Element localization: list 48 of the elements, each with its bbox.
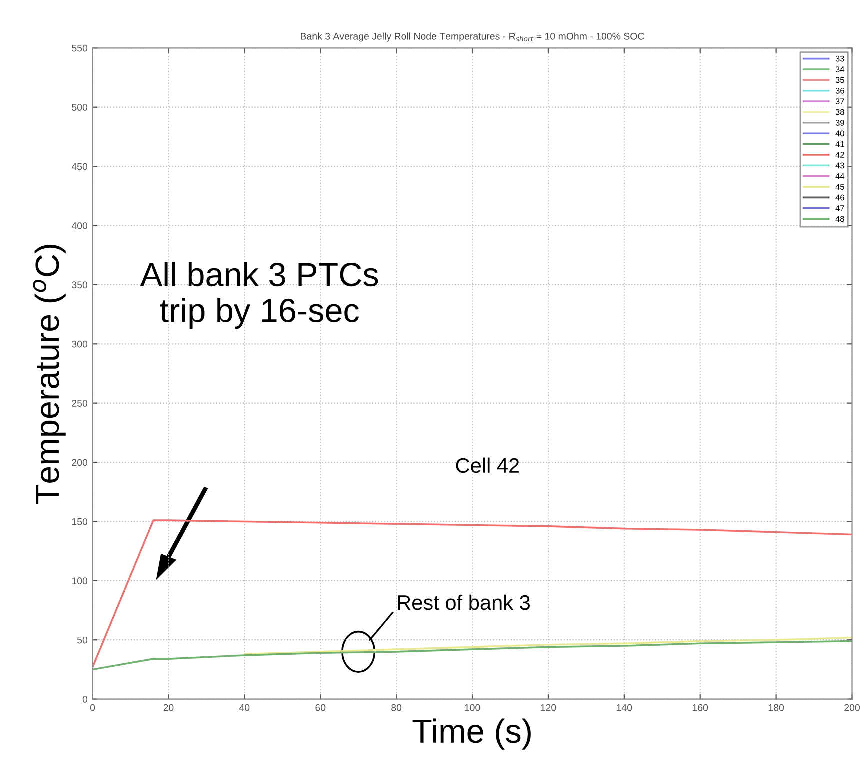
- x-tick-label: 100: [465, 704, 480, 712]
- x-tick-label: 180: [768, 704, 784, 712]
- x-tick-label: 40: [239, 704, 250, 712]
- legend-label: 46: [836, 194, 844, 201]
- y-tick-label: 50: [77, 636, 88, 644]
- annotation: All bank 3 PTCs trip by 16-sec: [140, 262, 378, 330]
- annotation: Cell 42: [456, 458, 520, 474]
- x-tick-label: 0: [90, 704, 96, 712]
- legend-label: 38: [836, 109, 844, 116]
- legend-label: 34: [836, 66, 845, 72]
- x-axis-title: Time (s): [412, 718, 531, 750]
- x-tick-label: 60: [316, 704, 326, 712]
- legend-label: 39: [836, 120, 844, 126]
- y-tick-label: 500: [72, 104, 88, 111]
- legend-label: 35: [836, 77, 844, 84]
- y-tick-label: 100: [72, 578, 88, 585]
- y-tick-label: 300: [72, 340, 88, 348]
- legend-label: 36: [836, 88, 844, 94]
- y-tick-label: 450: [72, 163, 88, 170]
- line-series: [244, 636, 852, 656]
- legend-label: 33: [836, 56, 844, 62]
- x-tick-label: 80: [392, 704, 402, 712]
- x-tick-label: 140: [617, 704, 632, 712]
- y-axis-title: Temperature ($^{o}$C): [33, 244, 66, 504]
- legend-label: 42: [836, 152, 844, 158]
- legend-label: 44: [836, 174, 845, 180]
- y-tick-label: 400: [72, 222, 88, 230]
- line-series: [92, 640, 852, 671]
- y-tick-label: 250: [72, 400, 88, 407]
- x-tick-label: 120: [541, 704, 556, 712]
- line-series: [92, 520, 852, 668]
- legend-label: 41: [836, 141, 844, 148]
- x-tick-label: 160: [692, 704, 708, 712]
- legend-label: 37: [836, 98, 844, 105]
- legend-label: 47: [836, 206, 844, 212]
- legend-label: 48: [836, 216, 844, 222]
- x-tick-label: 20: [164, 704, 174, 712]
- y-tick-label: 0: [82, 696, 88, 703]
- y-tick-label: 550: [72, 44, 88, 52]
- legend-label: 40: [836, 130, 844, 137]
- chart-title: Bank 3 Average Jelly Roll Node Temperatures - R$_{short}$ = 10 mOhm - 100% SOC: [301, 32, 644, 42]
- legend-label: 45: [836, 184, 844, 190]
- legend-label: 43: [836, 162, 844, 169]
- x-tick-label: 200: [844, 704, 860, 712]
- y-tick-label: 350: [72, 282, 88, 289]
- y-tick-label: 200: [72, 459, 88, 466]
- annotation: Rest of bank 3: [398, 594, 530, 610]
- y-tick-label: 150: [72, 518, 88, 526]
